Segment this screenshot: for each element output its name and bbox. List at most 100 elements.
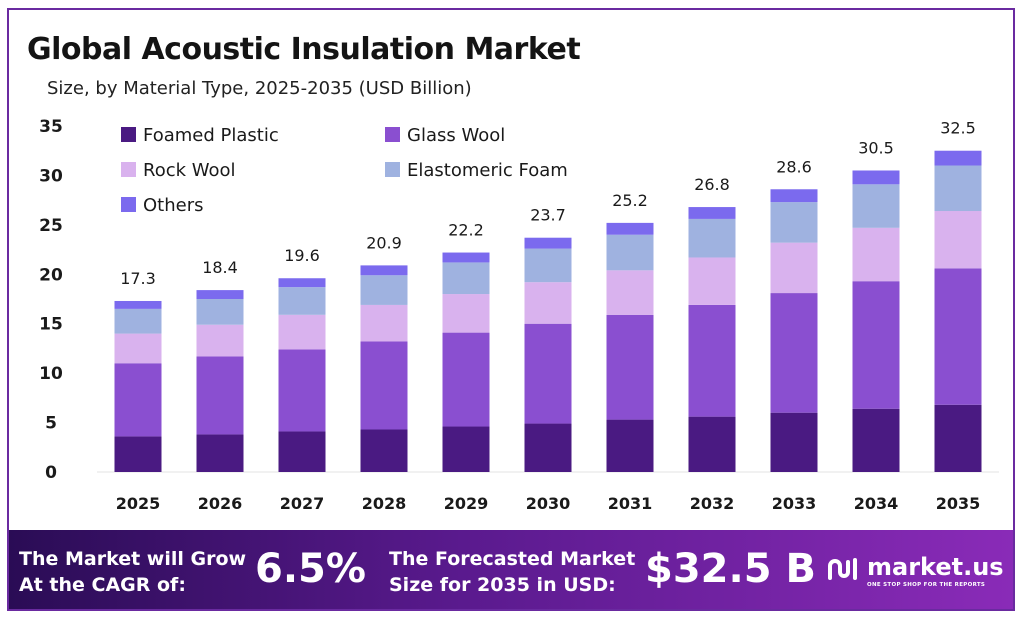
footer-banner: The Market will Grow At the CAGR of: 6.5… <box>9 530 1013 609</box>
bar-segment-others-2029 <box>442 252 490 263</box>
bar-segment-foamed-plastic-2035 <box>934 404 982 472</box>
bar-segment-glass-wool-2030 <box>524 323 572 424</box>
bar-segment-foamed-plastic-2031 <box>606 419 654 472</box>
total-label-2031: 25.2 <box>612 191 648 210</box>
bar-segment-elastomeric-foam-2027 <box>278 287 326 315</box>
bar-segment-rock-wool-2033 <box>770 242 818 294</box>
bar-segment-elastomeric-foam-2028 <box>360 275 408 305</box>
total-label-2029: 22.2 <box>448 221 484 240</box>
cagr-label-line1: The Market will Grow <box>19 548 247 570</box>
bar-segment-foamed-plastic-2034 <box>852 408 900 472</box>
legend-label-rock-wool: Rock Wool <box>143 160 236 181</box>
bar-segment-elastomeric-foam-2031 <box>606 234 654 271</box>
bars <box>97 150 999 473</box>
bar-segment-glass-wool-2026 <box>196 356 244 435</box>
total-label-2033: 28.6 <box>776 157 812 176</box>
bar-segment-glass-wool-2032 <box>688 304 736 417</box>
bar-segment-rock-wool-2029 <box>442 294 490 333</box>
bar-segment-rock-wool-2031 <box>606 270 654 315</box>
brand-logo: market.us ONE STOP SHOP FOR THE REPORTS <box>827 550 1012 594</box>
bar-segment-foamed-plastic-2025 <box>114 436 162 472</box>
legend-swatch-foamed-plastic <box>121 127 136 142</box>
x-tick-label-2033: 2033 <box>772 494 817 513</box>
bar-segment-elastomeric-foam-2026 <box>196 299 244 325</box>
forecast-value: $32.5 B <box>645 546 816 592</box>
legend-swatch-rock-wool <box>121 162 136 177</box>
bar-segment-elastomeric-foam-2035 <box>934 165 982 212</box>
x-tick-label-2025: 2025 <box>116 494 161 513</box>
cagr-label-line2: At the CAGR of: <box>19 574 186 596</box>
bar-segment-foamed-plastic-2028 <box>360 429 408 472</box>
bar-segment-rock-wool-2035 <box>934 211 982 269</box>
legend-swatch-glass-wool <box>385 127 400 142</box>
forecast-label: The Forecasted Market Size for 2035 in U… <box>389 546 635 598</box>
bar-segment-foamed-plastic-2032 <box>688 416 736 472</box>
total-label-2026: 18.4 <box>202 258 238 277</box>
brand-name: market.us <box>867 553 1004 581</box>
bar-segment-others-2034 <box>852 170 900 185</box>
x-tick-label-2028: 2028 <box>362 494 407 513</box>
bar-segment-others-2031 <box>606 222 654 235</box>
bar-segment-rock-wool-2027 <box>278 314 326 350</box>
chart-subtitle: Size, by Material Type, 2025-2035 (USD B… <box>47 78 472 99</box>
legend-label-others: Others <box>143 195 204 216</box>
legend: Foamed Plastic Glass Wool Rock Wool Elastom… <box>121 125 568 216</box>
bar-segment-others-2027 <box>278 278 326 288</box>
y-tick-label: 35 <box>39 117 63 137</box>
bar-segment-foamed-plastic-2033 <box>770 412 818 472</box>
chart-title: Global Acoustic Insulation Market <box>27 32 581 67</box>
bar-segment-rock-wool-2025 <box>114 333 162 364</box>
bar-segment-elastomeric-foam-2032 <box>688 218 736 258</box>
legend-label-glass-wool: Glass Wool <box>407 125 505 146</box>
x-tick-label-2031: 2031 <box>608 494 653 513</box>
bar-segment-glass-wool-2025 <box>114 363 162 437</box>
forecast-label-line2: Size for 2035 in USD: <box>389 574 616 596</box>
bar-segment-foamed-plastic-2030 <box>524 423 572 472</box>
y-tick-label: 25 <box>39 216 63 236</box>
total-label-2027: 19.6 <box>284 246 320 265</box>
legend-swatch-elastomeric-foam <box>385 162 400 177</box>
y-tick-label: 30 <box>39 166 63 186</box>
bar-segment-glass-wool-2029 <box>442 332 490 427</box>
total-labels: 17.3 18.4 19.6 20.9 22.2 23.7 25.2 26.8 28.6 30.5… <box>120 119 976 288</box>
bar-segment-glass-wool-2035 <box>934 268 982 405</box>
x-tick-label-2030: 2030 <box>526 494 571 513</box>
bar-segment-elastomeric-foam-2029 <box>442 262 490 295</box>
bar-segment-rock-wool-2032 <box>688 257 736 305</box>
bar-segment-glass-wool-2027 <box>278 349 326 432</box>
x-tick-label-2032: 2032 <box>690 494 735 513</box>
legend-label-foamed-plastic: Foamed Plastic <box>143 125 279 146</box>
x-tick-label-2027: 2027 <box>280 494 325 513</box>
bar-segment-others-2025 <box>114 300 162 309</box>
x-axis: 2025 2026 2027 2028 2029 2030 2031 2032 2033 2034… <box>116 494 981 513</box>
bar-segment-glass-wool-2033 <box>770 293 818 413</box>
y-tick-label: 0 <box>45 463 57 483</box>
x-tick-label-2026: 2026 <box>198 494 243 513</box>
bar-segment-rock-wool-2028 <box>360 304 408 342</box>
x-tick-label-2035: 2035 <box>936 494 981 513</box>
y-axis: 0 5 10 15 20 25 30 35 <box>39 117 63 483</box>
bar-segment-foamed-plastic-2027 <box>278 431 326 472</box>
bar-segment-foamed-plastic-2029 <box>442 426 490 472</box>
bar-segment-others-2028 <box>360 265 408 276</box>
bar-segment-rock-wool-2034 <box>852 227 900 282</box>
total-label-2028: 20.9 <box>366 233 402 252</box>
bar-segment-others-2035 <box>934 150 982 166</box>
bar-segment-others-2033 <box>770 189 818 203</box>
chart-card: Global Acoustic Insulation Market Size, … <box>7 8 1015 611</box>
bar-segment-foamed-plastic-2026 <box>196 434 244 472</box>
cagr-value: 6.5% <box>255 546 366 592</box>
market-us-logo-icon <box>828 558 857 580</box>
total-label-2035: 32.5 <box>940 119 976 138</box>
bar-segment-rock-wool-2026 <box>196 324 244 357</box>
legend-label-elastomeric-foam: Elastomeric Foam <box>407 160 568 181</box>
x-tick-label-2029: 2029 <box>444 494 489 513</box>
brand-tagline: ONE STOP SHOP FOR THE REPORTS <box>867 582 986 588</box>
y-tick-label: 10 <box>39 364 63 384</box>
bar-segment-others-2026 <box>196 290 244 299</box>
forecast-label-line1: The Forecasted Market <box>389 548 636 570</box>
bar-segment-elastomeric-foam-2030 <box>524 248 572 283</box>
bar-segment-glass-wool-2031 <box>606 314 654 420</box>
bar-segment-elastomeric-foam-2025 <box>114 308 162 334</box>
